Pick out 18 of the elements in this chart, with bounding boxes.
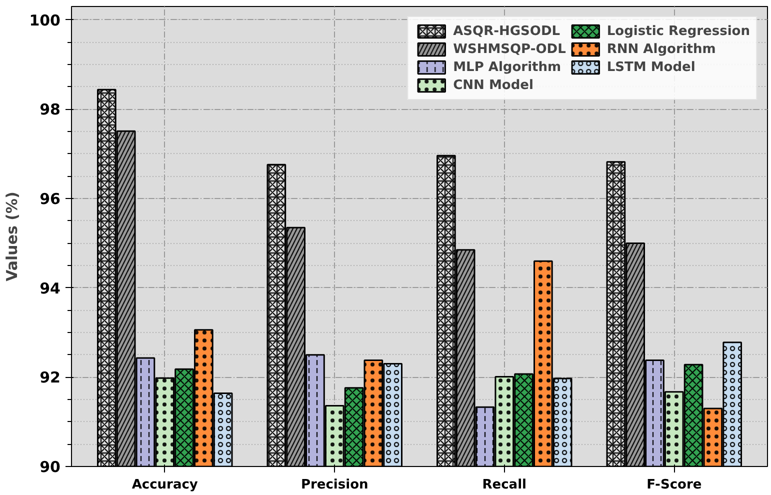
y-tick-label: 92 bbox=[40, 368, 60, 387]
legend-label: LSTM Model bbox=[606, 60, 696, 74]
legend-label: RNN Algorithm bbox=[606, 42, 716, 56]
x-tick-label: F-Score bbox=[646, 478, 702, 492]
legend-label: WSHMSQP-ODL bbox=[453, 42, 566, 56]
y-tick-label: 96 bbox=[40, 190, 60, 208]
x-tick-label: Recall bbox=[482, 478, 526, 492]
y-tick-label: 98 bbox=[40, 100, 60, 119]
y-axis-title: Values (%) bbox=[3, 192, 22, 282]
y-tick-label: 90 bbox=[40, 458, 60, 476]
x-tick-label: Precision bbox=[300, 478, 368, 492]
legend-label: ASQR-HGSODL bbox=[453, 24, 560, 38]
legend-label: CNN Model bbox=[453, 78, 534, 92]
legend-label: MLP Algorithm bbox=[453, 60, 562, 74]
x-tick-label: Accuracy bbox=[132, 478, 198, 492]
y-tick-label: 100 bbox=[29, 11, 60, 30]
y-tick-label: 94 bbox=[40, 279, 60, 298]
legend-label: Logistic Regression bbox=[606, 24, 750, 38]
